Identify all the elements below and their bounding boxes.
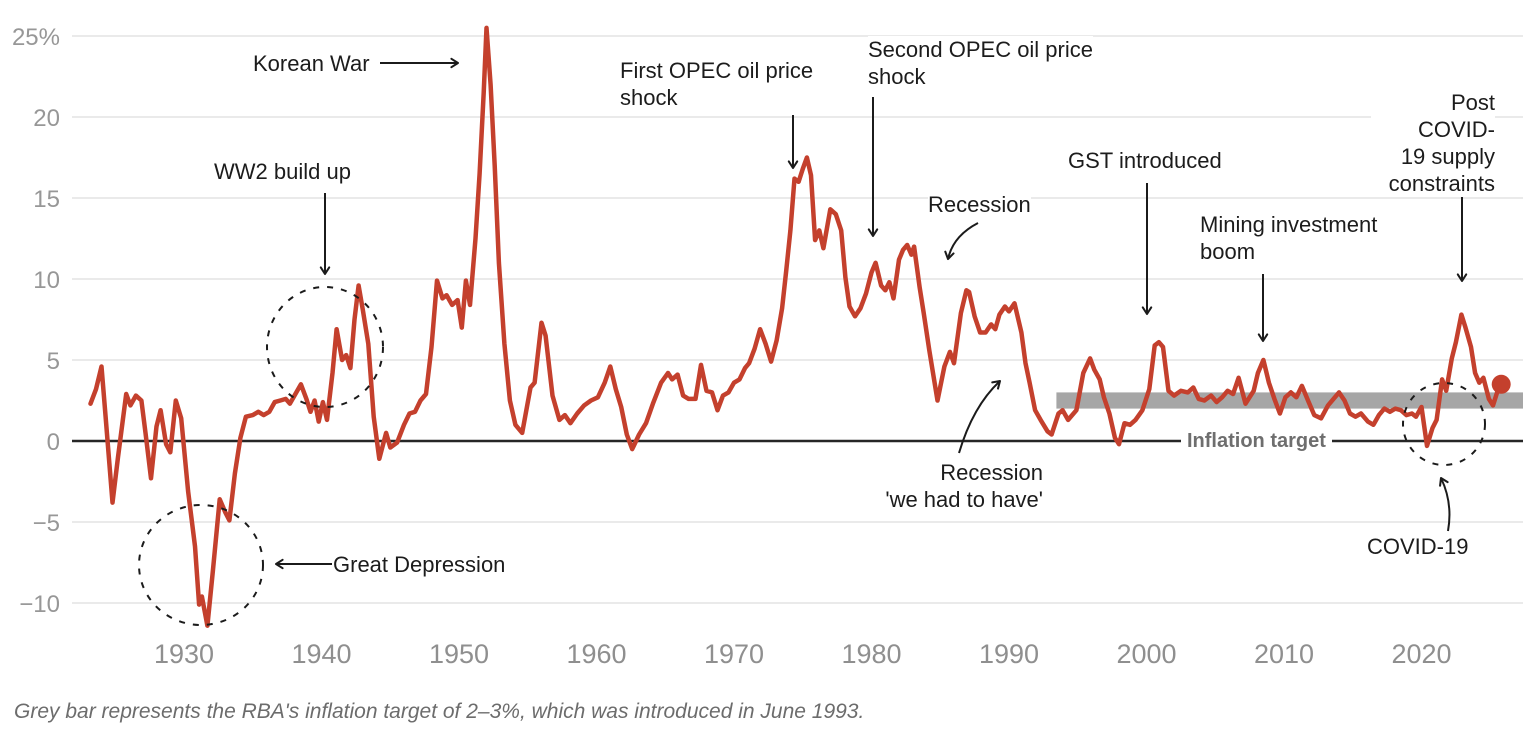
x-axis-tick-label: 2010: [1254, 639, 1314, 669]
y-axis-tick-label: 15: [33, 186, 60, 213]
x-axis-tick-label: 1990: [979, 639, 1039, 669]
recession-90s-arrow: [958, 379, 1002, 454]
x-axis-tick-label: 1930: [154, 639, 214, 669]
x-axis-tick-label: 1980: [841, 639, 901, 669]
annotation-recession-we-had-to-have: Recession 'we had to have': [881, 459, 1043, 513]
annotation-gst-introduced: GST introduced: [1068, 147, 1222, 174]
x-axis-tick-label: 1940: [291, 639, 351, 669]
y-axis-tick-label: 0: [47, 429, 60, 456]
y-axis-tick-label: 25%: [12, 24, 60, 51]
annotation-first-opec-shock: First OPEC oil price shock: [620, 57, 814, 111]
inflation-line-series: [88, 25, 1504, 628]
axis-tick-labels: 25% 20 15 10 5 0 −5 −10 1930 1940 1950 1960 1970 1980…: [12, 24, 1452, 669]
annotation-recession-1980s: Recession: [928, 191, 1031, 218]
latest-value-dot: [1491, 374, 1511, 394]
y-axis-tick-label: 10: [33, 267, 60, 294]
y-axis-tick-label: −5: [33, 510, 60, 537]
great-depression-dashed-circle: [138, 504, 264, 626]
x-axis-tick-label: 1960: [566, 639, 626, 669]
chart-footnote: Grey bar represents the RBA's inflation …: [14, 700, 865, 723]
annotation-covid-19: COVID-19: [1367, 533, 1469, 560]
y-axis-tick-label: 5: [47, 348, 60, 375]
y-axis-tick-label: −10: [19, 591, 60, 618]
annotation-ww2-build-up: WW2 build up: [214, 158, 351, 185]
annotation-korean-war: Korean War: [253, 50, 370, 77]
annotation-second-opec-shock: Second OPEC oil price shock: [868, 36, 1093, 90]
x-axis-tick-label: 1970: [704, 639, 764, 669]
annotation-post-covid-supply: Post COVID- 19 supply constraints: [1371, 89, 1495, 197]
y-axis-tick-label: 20: [33, 105, 60, 132]
ww2-dashed-circle: [266, 286, 384, 408]
x-axis-tick-label: 2000: [1116, 639, 1176, 669]
gridlines: [72, 35, 1523, 604]
covid-arrow: [1439, 476, 1451, 532]
x-axis-tick-label: 2020: [1391, 639, 1451, 669]
inflation-target-label: Inflation target: [1181, 429, 1332, 453]
annotation-great-depression: Great Depression: [333, 551, 506, 578]
recession-80s-arrow: [944, 222, 979, 261]
annotation-mining-boom: Mining investment boom: [1200, 211, 1378, 265]
covid-dashed-circle: [1402, 382, 1486, 466]
x-axis-tick-label: 1950: [429, 639, 489, 669]
